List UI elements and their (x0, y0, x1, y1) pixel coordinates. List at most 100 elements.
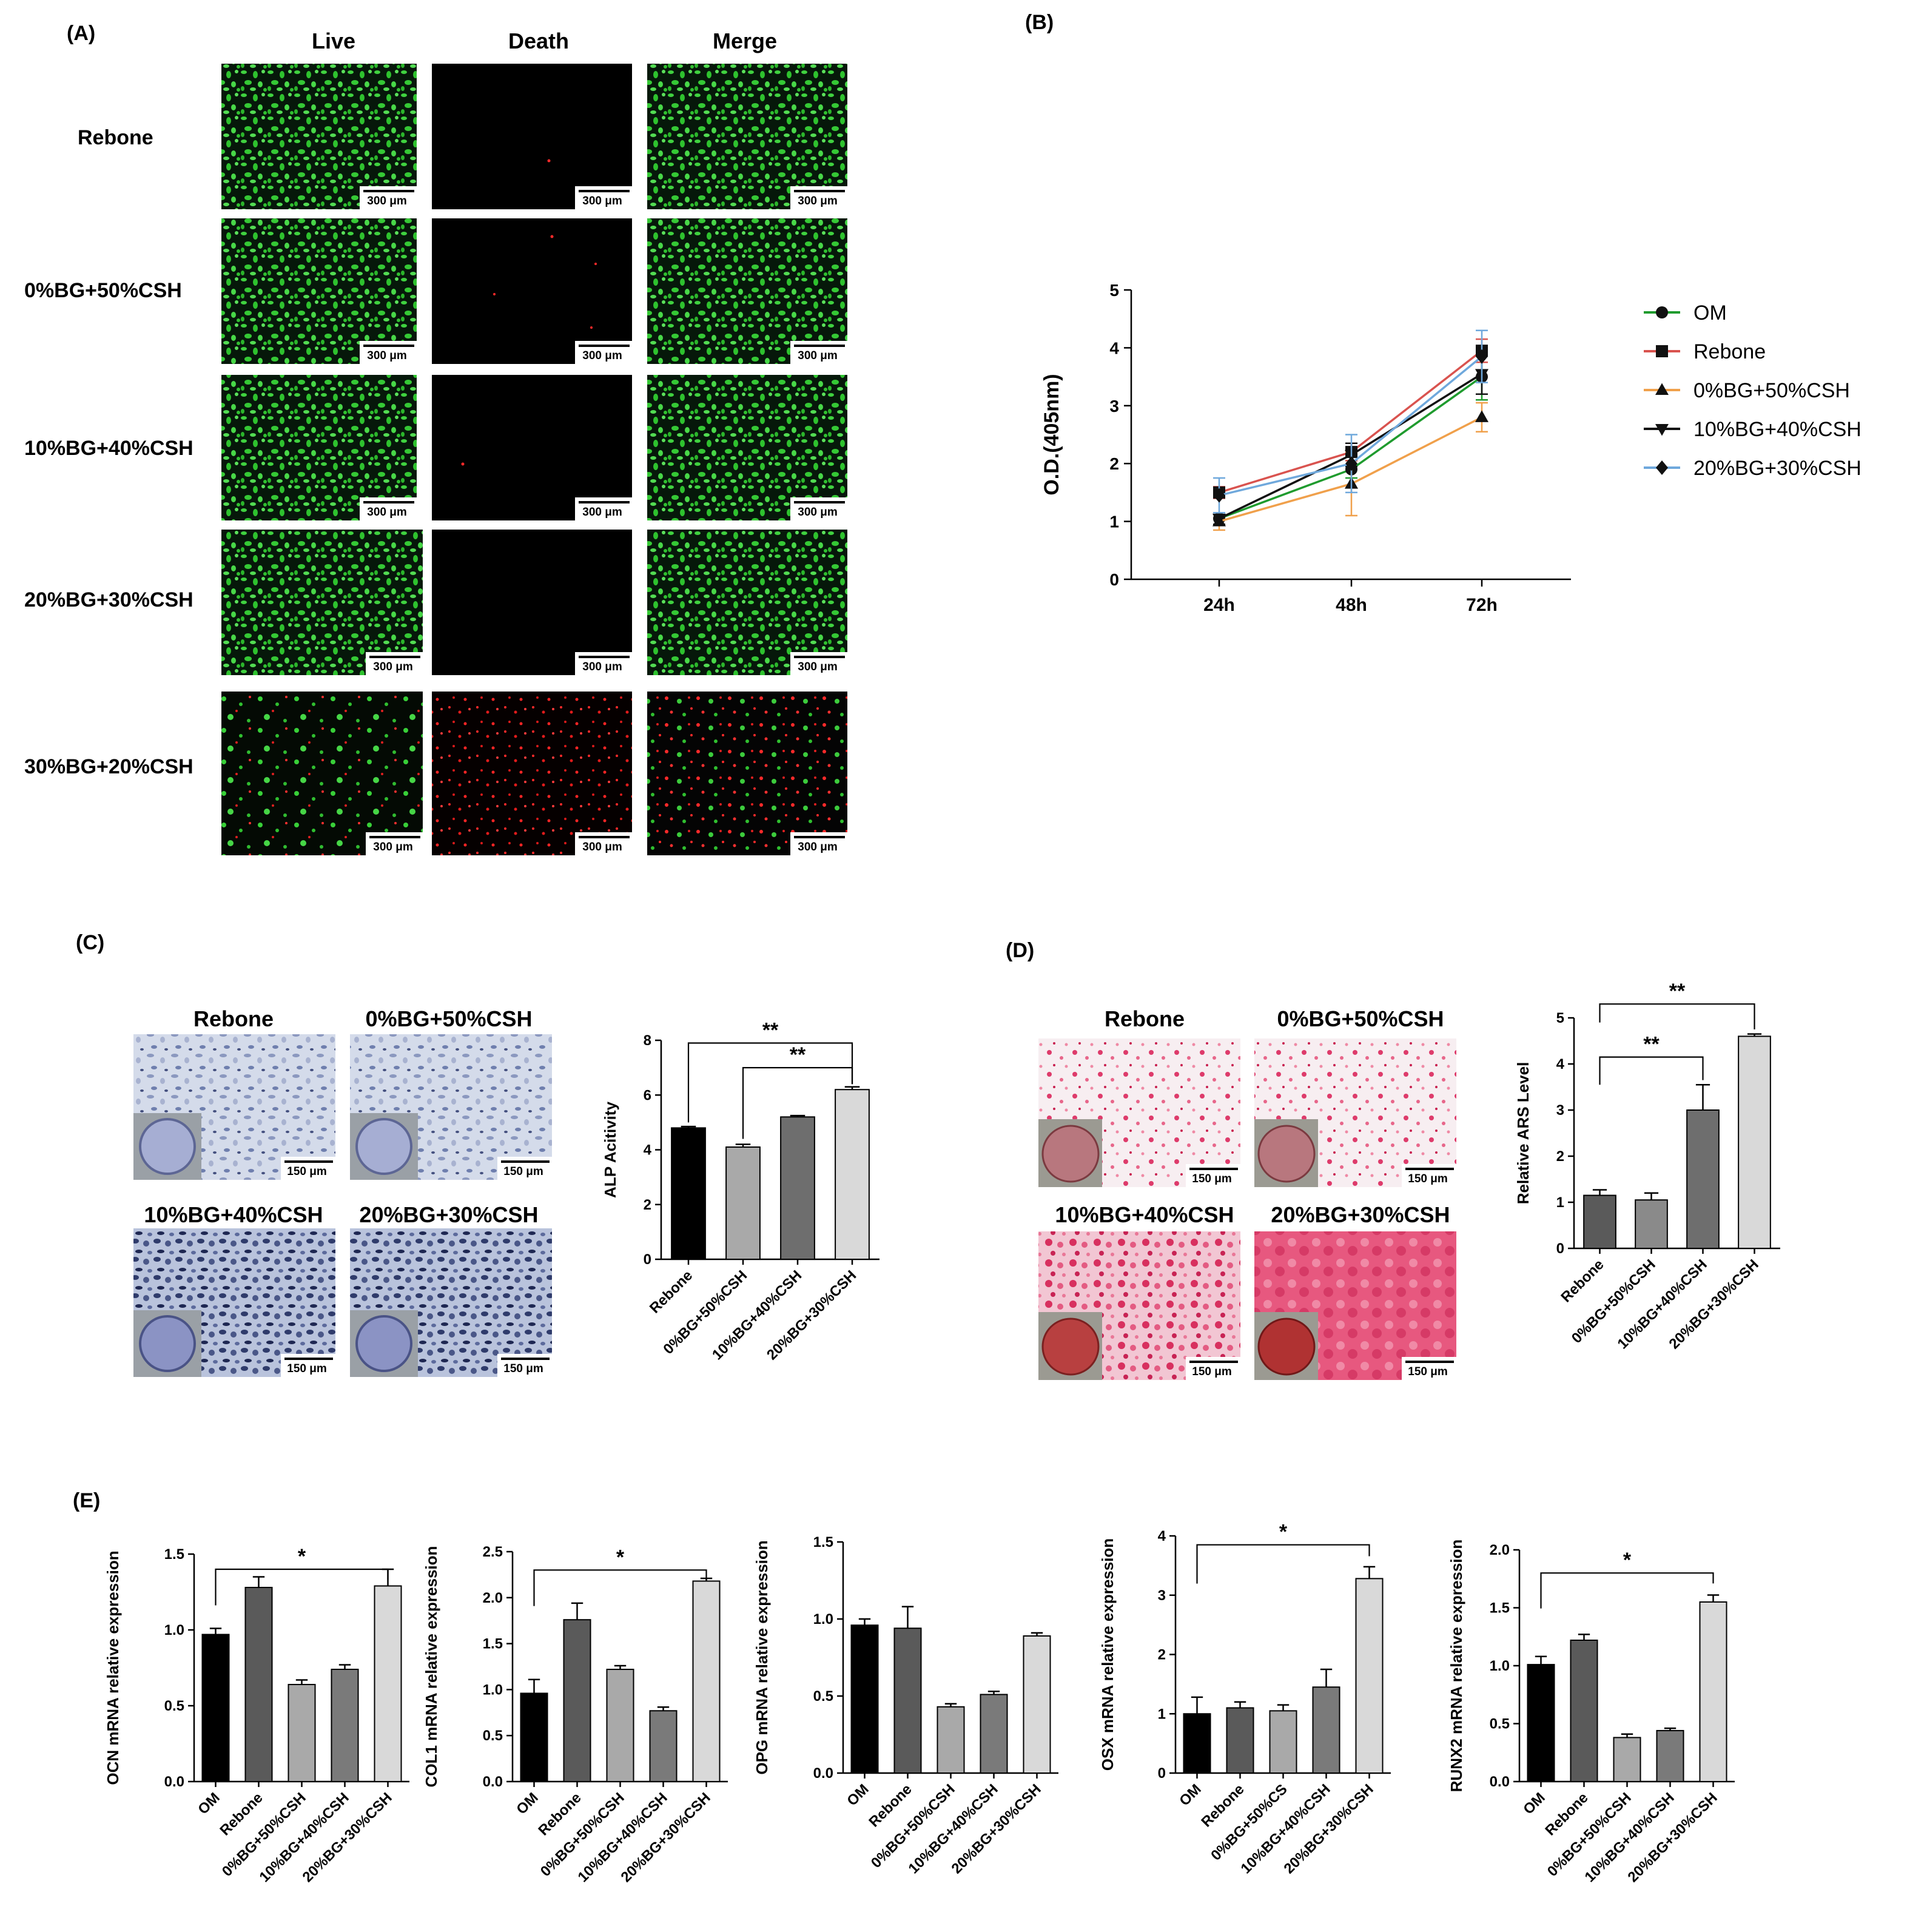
y-tick-label: 0.0 (813, 1765, 833, 1782)
micrograph-live-10bg-40csh (221, 375, 417, 520)
y-tick-label: 0.5 (164, 1698, 184, 1714)
scalebar-d-0-label: 150 μm (1192, 1173, 1232, 1185)
y-tick-label: 0 (1556, 1240, 1564, 1257)
bar (374, 1585, 402, 1782)
scalebar-c-0-label: 150 μm (287, 1165, 327, 1178)
y-tick-label: 2.0 (483, 1590, 503, 1606)
scalebar-d-2-label: 150 μm (1192, 1365, 1232, 1378)
y-tick-label: 1 (1158, 1706, 1166, 1722)
panel-d-label: (D) (1006, 939, 1034, 962)
x-tick-label: Rebone (647, 1267, 696, 1316)
scalebar-d-3-label: 150 μm (1408, 1365, 1448, 1378)
ars-image-title-10bg-40csh: 10%BG+40%CSH (1055, 1202, 1234, 1227)
data-point (1656, 345, 1668, 357)
y-tick-label: 0.0 (483, 1774, 503, 1790)
y-tick-label: 2 (1158, 1647, 1166, 1663)
significance-marker: * (1623, 1549, 1632, 1572)
micrograph-merge-30bg-20csh (647, 692, 847, 855)
legend-label: OM (1693, 301, 1727, 325)
data-point (1655, 424, 1669, 436)
bar (850, 1624, 879, 1774)
series-2: 0%BG+50%CSH (1212, 379, 1850, 531)
y-tick-label: 1.0 (813, 1611, 833, 1627)
y-axis-label: RUNX2 mRNA relative expression (1447, 1540, 1465, 1792)
y-tick-label: 3 (1109, 397, 1119, 416)
y-tick-label: 2 (644, 1197, 651, 1213)
significance-marker: ** (790, 1043, 806, 1066)
data-point (1212, 513, 1226, 526)
significance-marker: * (616, 1546, 625, 1569)
y-tick-label: 2.5 (483, 1544, 503, 1560)
bar (1023, 1635, 1051, 1774)
alp-image-title-10bg-40csh: 10%BG+40%CSH (144, 1202, 323, 1227)
panel-e-label: (E) (73, 1489, 100, 1512)
micrograph-live-rebone (221, 64, 417, 209)
scalebar-a-4-2-label: 300 μm (798, 841, 838, 853)
micrograph-merge-rebone (647, 64, 847, 209)
scalebar-a-1-0-label: 300 μm (367, 349, 407, 362)
significance-bracket (1196, 1544, 1370, 1584)
alp-stain-20bg-30csh (350, 1228, 552, 1377)
significance-marker: ** (1669, 980, 1686, 1003)
y-tick-label: 4 (1109, 338, 1119, 357)
y-tick-label: 3 (1158, 1587, 1166, 1604)
y-tick-label: 4 (1158, 1528, 1166, 1544)
y-tick-label: 0 (1158, 1765, 1166, 1782)
micrograph-death-0bg-50csh (432, 218, 632, 364)
row-label-30bg-20csh: 30%BG+20%CSH (24, 755, 193, 778)
scalebar-a-4-0-label: 300 μm (373, 841, 413, 853)
ocn-bar-chart: 0.00.51.01.5OMRebone0%BG+50%CSH10%BG+40%… (104, 1545, 409, 1885)
y-axis-label: O.D.(405nm) (1040, 374, 1063, 495)
bar (725, 1146, 761, 1261)
bar (835, 1089, 870, 1260)
data-point (1345, 456, 1357, 471)
y-axis-label: ALP Acitivity (601, 1101, 619, 1197)
micrograph-merge-0bg-50csh (647, 218, 847, 364)
data-point (1475, 410, 1488, 422)
x-tick-label: 20%BG+30%CSH (764, 1267, 859, 1363)
y-tick-label: 3 (1556, 1102, 1564, 1119)
scalebar-a-1-1-label: 300 μm (582, 349, 622, 362)
significance-bracket (1540, 1572, 1714, 1609)
ars-stain-0bg-50csh (1254, 1038, 1456, 1187)
y-tick-label: 0.5 (813, 1688, 833, 1705)
panel-a-label: (A) (67, 22, 95, 45)
scalebar-a-3-1-label: 300 μm (582, 661, 622, 673)
column-header-death: Death (508, 29, 569, 53)
bar (1656, 1729, 1684, 1782)
x-tick-label: 0%BG+50%CS (1208, 1781, 1291, 1864)
alp-image-title-20bg-30csh: 20%BG+30%CSH (359, 1202, 538, 1227)
scalebar-c-2-label: 150 μm (287, 1362, 327, 1375)
bar (1312, 1686, 1340, 1774)
scalebar-a-4-1-label: 300 μm (582, 841, 622, 853)
x-tick-label: OM (844, 1781, 872, 1809)
legend-label: Rebone (1693, 340, 1766, 363)
osx-bar-chart: 01234OMRebone0%BG+50%CS10%BG+40%CSH20%BG… (1098, 1521, 1391, 1877)
legend-label: 10%BG+40%CSH (1693, 418, 1862, 441)
scalebar-a-2-2-label: 300 μm (798, 506, 838, 519)
y-tick-label: 0 (644, 1251, 651, 1268)
y-axis-label: OPG mRNA relative expression (753, 1540, 771, 1774)
bar (244, 1587, 273, 1782)
bar (1226, 1707, 1254, 1774)
scalebar-a-0-0-label: 300 μm (367, 195, 407, 207)
bar (1355, 1578, 1384, 1774)
scalebar-c-3-label: 150 μm (503, 1362, 543, 1375)
bar (201, 1634, 230, 1782)
ars-stain-20bg-30csh (1254, 1231, 1456, 1380)
ars-stain-10bg-40csh (1038, 1231, 1240, 1380)
ars-image-title-0bg-50csh: 0%BG+50%CSH (1277, 1006, 1444, 1031)
row-label-0bg-50csh: 0%BG+50%CSH (24, 279, 182, 302)
data-point (1656, 306, 1668, 318)
column-header-merge: Merge (713, 29, 777, 53)
alp-stain-rebone (133, 1034, 335, 1180)
y-tick-label: 1 (1109, 513, 1119, 531)
data-point (1655, 383, 1669, 395)
data-point (1213, 488, 1225, 503)
y-tick-label: 1 (1556, 1194, 1564, 1211)
y-tick-label: 1.5 (164, 1546, 184, 1563)
y-tick-label: 1.5 (483, 1636, 503, 1652)
bar (563, 1619, 591, 1783)
significance-bracket (215, 1568, 389, 1606)
micrograph-death-10bg-40csh (432, 375, 632, 520)
